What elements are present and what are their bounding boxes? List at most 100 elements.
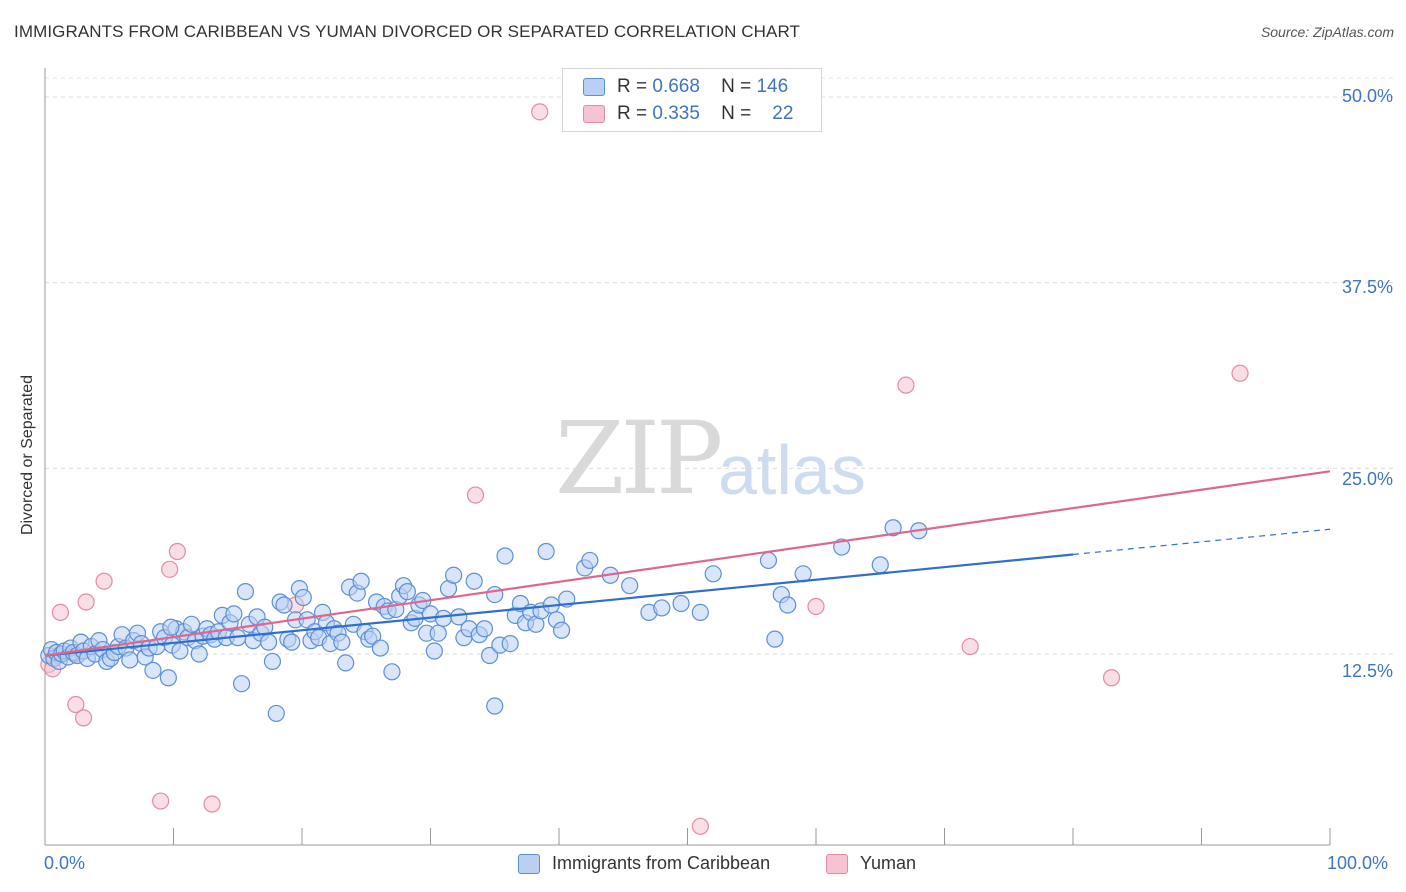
legend-r-label: R = [617,76,648,97]
caribbean-point [552,621,571,639]
pink-swatch [583,105,605,123]
caribbean-point [779,596,797,614]
caribbean-point [371,639,389,657]
caribbean-point [383,663,401,681]
yuman-point [77,593,95,611]
yuman-point [67,695,85,714]
caribbean-point [833,538,851,556]
caribbean-trend-line [44,553,1074,657]
caribbean-point [486,697,504,715]
caribbean-point [425,642,443,660]
watermark-atlas: atlas [718,431,866,509]
chart-title: IMMIGRANTS FROM CARIBBEAN VS YUMAN DIVOR… [14,22,801,41]
caribbean-point [465,572,483,590]
yuman-point [897,376,915,394]
caribbean-point [759,551,778,570]
blue-swatch [518,853,540,874]
caribbean-point [486,585,504,604]
caribbean-points [40,519,928,723]
caribbean-point [621,577,639,595]
caribbean-point [190,645,208,663]
gridlines [45,77,1395,655]
caribbean-point [236,583,255,601]
yuman-point [691,817,709,835]
legend-row-caribbean: R = 0.668 N = 146 [583,75,788,99]
y-tick-label: 37.5% [1341,277,1393,297]
caribbean-point [398,583,416,601]
caribbean-point [162,618,180,636]
caribbean-point [275,596,293,614]
caribbean-point [871,556,889,574]
y-tick-label: 25.0% [1341,469,1393,489]
caribbean-point [429,624,447,642]
legend-r-value: 0.668 [652,76,700,97]
legend-n-label: N = [721,76,752,97]
yuman-point [203,795,221,813]
legend-label: Yuman [860,853,917,873]
yuman-point [74,709,93,727]
caribbean-point [537,542,555,561]
y-axis-title: Divorced or Separated [19,374,36,536]
yuman-points [40,103,1249,835]
yuman-point [168,542,186,561]
caribbean-point [267,704,285,723]
yuman-point [1102,669,1121,687]
caribbean-point [434,609,452,627]
caribbean-trend-extension [1072,528,1331,556]
pink-swatch [826,853,848,874]
caribbean-point [333,633,351,651]
legend-label: Immigrants from Caribbean [552,853,771,873]
caribbean-point [233,675,251,693]
correlation-legend: R = 0.668 N = 146 R = 0.335 N = 22 [562,68,822,132]
yuman-point [161,560,179,578]
yuman-point [961,637,979,656]
caribbean-point [445,566,463,584]
x-max-label: 100.0% [1327,853,1389,873]
yuman-point [807,597,825,616]
caribbean-point [766,630,784,648]
caribbean-point [450,608,468,626]
caribbean-point [159,669,177,687]
caribbean-point [294,588,312,607]
legend-n-label: N = [721,103,752,124]
caribbean-point [121,651,139,669]
axes [44,68,1331,846]
caribbean-point [704,565,722,583]
caribbean-point [263,652,282,671]
y-tick-label: 50.0% [1341,86,1393,106]
yuman-point [51,603,70,622]
legend-r-value: 0.335 [652,103,700,124]
caribbean-point [364,627,382,645]
yuman-point [1231,364,1249,382]
y-tick-label: 12.5% [1341,661,1393,681]
yuman-point [95,572,113,590]
yuman-point [466,486,485,504]
legend-n-value: 22 [772,103,794,124]
caribbean-point [182,615,201,633]
watermark-zip: ZIP [555,400,723,517]
caribbean-point [501,635,519,653]
yuman-point [531,103,549,121]
yuman-point [152,792,170,810]
blue-swatch [583,78,605,96]
caribbean-point [352,572,370,590]
trend-lines [44,470,1331,657]
source-label: Source: ZipAtlas.com [1260,24,1394,40]
caribbean-point [259,633,278,651]
yuman-trend-line [44,470,1331,657]
caribbean-point [691,603,709,622]
caribbean-point [496,547,514,565]
legend-item-caribbean[interactable]: Immigrants from Caribbean [518,853,770,874]
legend-r-label: R = [617,103,648,124]
legend-item-yuman[interactable]: Yuman [826,853,916,874]
x-min-label: 0.0% [44,853,86,873]
caribbean-point [225,605,243,623]
caribbean-point [884,519,902,537]
legend-row-yuman: R = 0.335 N = 22 [583,102,793,126]
caribbean-point [672,594,690,613]
caribbean-point [283,633,301,651]
caribbean-point [475,620,494,638]
caribbean-point [337,654,355,672]
caribbean-point [581,551,599,570]
